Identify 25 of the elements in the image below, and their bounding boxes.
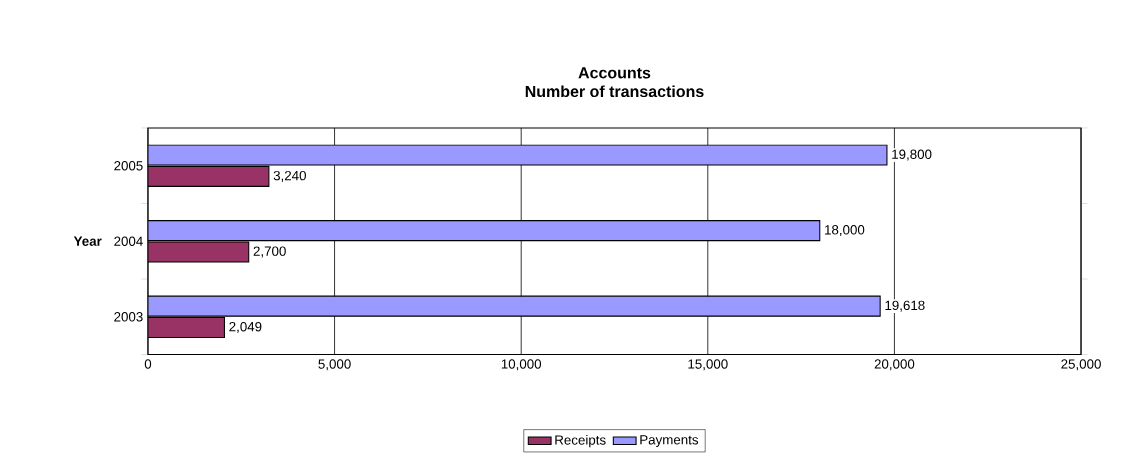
legend-label: Payments	[640, 435, 699, 448]
bar	[147, 144, 888, 166]
data-label: 3,240	[273, 170, 306, 182]
y-tick-label: 2004	[114, 236, 143, 246]
data-label: 19,800	[892, 149, 932, 161]
bar	[147, 316, 225, 338]
chart-title: Accounts	[578, 67, 651, 79]
data-label: 2,700	[253, 246, 286, 258]
data-label: 2,049	[229, 321, 262, 333]
data-label: 19,618	[885, 300, 925, 312]
x-tick-label: 20,000	[874, 359, 915, 371]
x-tick-label: 5,000	[318, 359, 351, 371]
y-axis-title: Year	[73, 236, 102, 246]
legend-label: Receipts	[555, 434, 606, 448]
y-tick-label: 2005	[114, 160, 143, 171]
x-tick-label: 25,000	[1061, 359, 1101, 371]
x-tick-label: 15,000	[688, 359, 728, 371]
bar	[147, 165, 270, 187]
bar	[147, 295, 881, 317]
data-label: 18,000	[825, 225, 865, 237]
x-tick-label: 10,000	[501, 359, 542, 371]
x-tick-label: 0	[144, 359, 152, 369]
y-tick-label: 2003	[114, 311, 143, 322]
bar	[147, 219, 821, 242]
chart-subtitle: Number of transactions	[525, 85, 704, 98]
